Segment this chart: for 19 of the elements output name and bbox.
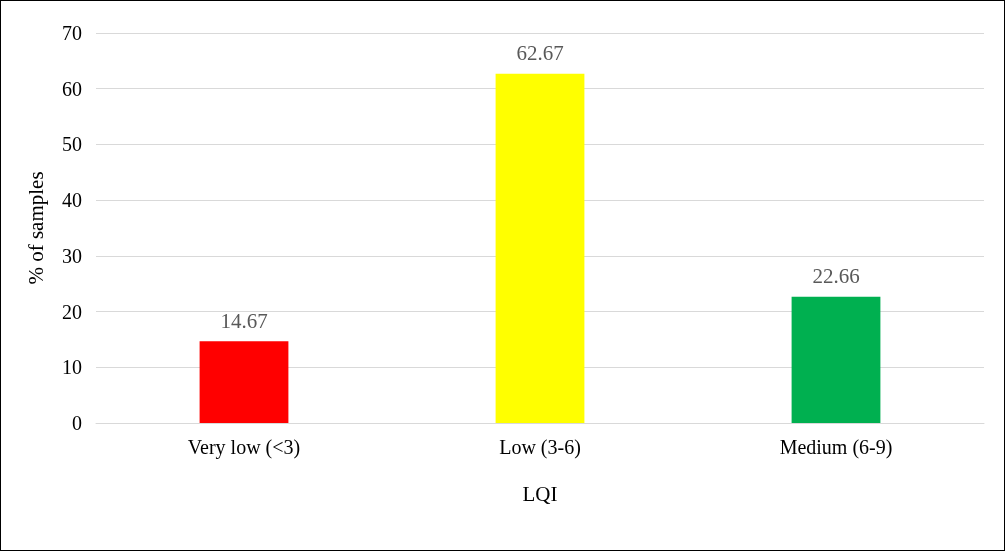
data-label: 22.66	[812, 264, 860, 289]
y-tick-label: 10	[62, 356, 82, 379]
bar	[791, 296, 881, 423]
y-tick-label: 0	[72, 412, 82, 434]
y-tick-label: 40	[62, 189, 82, 212]
x-tick-label: Very low (<3)	[187, 436, 301, 459]
y-axis-title: % of samples	[23, 171, 48, 285]
data-label: 14.67	[220, 308, 268, 333]
x-axis-title: LQI	[522, 481, 558, 506]
x-tick-label: Medium (6-9)	[779, 436, 893, 459]
y-tick-label: 70	[62, 22, 82, 44]
data-label: 62.67	[516, 41, 564, 66]
bar	[495, 73, 585, 423]
bar	[199, 341, 289, 423]
y-tick-label: 20	[62, 300, 82, 323]
x-tick-label: Low (3-6)	[499, 436, 581, 459]
y-tick-label: 60	[62, 77, 82, 100]
y-tick-label: 30	[62, 244, 82, 267]
y-tick-label: 50	[62, 133, 82, 156]
